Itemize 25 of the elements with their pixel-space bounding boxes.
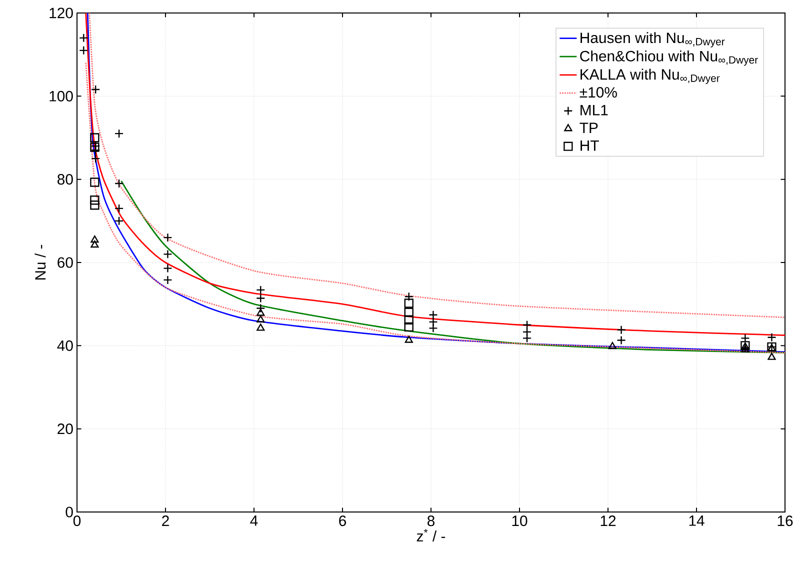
y-tick-label: 120: [50, 8, 73, 18]
legend-label: Hausen with Nu$_{∞,Dwyer}$: [580, 32, 725, 48]
x-tick-label: 8: [428, 516, 435, 526]
x-tick-label: 2: [162, 516, 169, 526]
legend-label: ML1: [580, 104, 608, 116]
legend-label: KALLA with Nu$_{∞,Dwyer}$: [580, 68, 720, 84]
x-tick-label: 4: [250, 516, 258, 526]
y-tick-label: 0: [66, 506, 73, 518]
legend-label: Chen&Chiou with Nu$_{∞,Dwyer}$: [580, 50, 758, 66]
y-axis-title: Nu / -: [34, 244, 46, 280]
y-tick-label: 80: [58, 174, 73, 185]
x-tick-label: 14: [689, 516, 704, 526]
legend-label: HT: [580, 140, 599, 151]
y-tick-label: 60: [58, 257, 73, 268]
y-tick-label: 40: [57, 340, 73, 351]
y-tick-label: 100: [50, 90, 73, 102]
x-tick-label: 6: [339, 516, 346, 526]
legend-label: ±10%: [580, 87, 617, 98]
x-axis-title: z$^{*}$ / -: [416, 528, 446, 542]
x-tick-label: 0: [73, 516, 81, 526]
x-tick-label: 10: [512, 516, 528, 526]
legend-label: TP: [580, 122, 598, 133]
y-tick-label: 20: [58, 424, 73, 434]
x-tick-label: 16: [778, 516, 793, 526]
x-tick-label: 12: [600, 516, 616, 526]
